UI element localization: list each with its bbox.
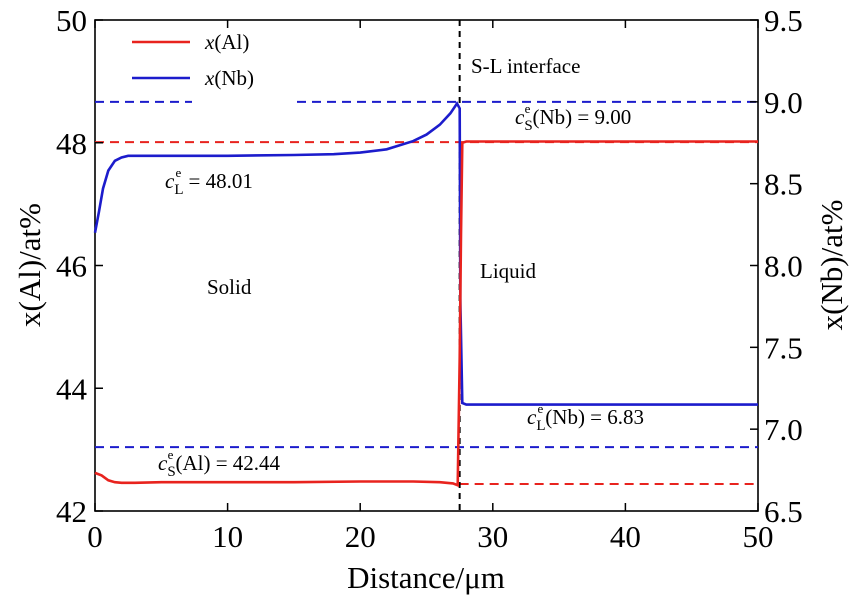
cs-nb-annotation: cSe(Nb) = 9.00 xyxy=(515,101,631,134)
x-axis-label: Distance/μm xyxy=(347,560,505,595)
x-tick-label: 40 xyxy=(610,519,641,554)
y-left-tick-label: 46 xyxy=(56,249,87,284)
series-al-line xyxy=(94,140,758,488)
interface-annotation: S-L interface xyxy=(471,54,580,78)
legend: x(Al) x(Nb) xyxy=(132,30,254,90)
y-right-tick-label: 6.5 xyxy=(764,494,803,529)
x-tick-label: 10 xyxy=(212,519,243,554)
y-right-tick-label: 9.5 xyxy=(764,3,803,38)
x-tick-label: 30 xyxy=(477,519,508,554)
y-right-tick-label: 9.0 xyxy=(764,85,803,120)
y-left-tick-label: 44 xyxy=(56,371,88,406)
y-left-tick-label: 42 xyxy=(56,494,87,529)
legend-al-label: x(Al) xyxy=(204,30,249,54)
y-right-tick-label: 7.5 xyxy=(764,330,803,365)
x-tick-label: 50 xyxy=(743,519,774,554)
cl-nb-annotation: cLe(Nb) = 6.83 xyxy=(527,401,644,434)
y-right-tick-label: 8.0 xyxy=(764,249,803,284)
y-right-tick-label: 8.5 xyxy=(764,167,803,202)
solid-region-label: Solid xyxy=(207,275,252,299)
liquid-region-label: Liquid xyxy=(480,259,536,283)
plot-frame xyxy=(94,19,759,512)
series-nb-line xyxy=(93,101,758,406)
y-axis-right-label: x(Nb)/at% xyxy=(814,200,849,331)
cl-al-annotation: cLe = 48.01 xyxy=(165,165,253,198)
reference-lines xyxy=(95,100,758,485)
y-axis-left-label: x(Al)/at% xyxy=(12,203,47,327)
y-right-tick-label: 7.0 xyxy=(764,412,803,447)
axis-ticks: 0 10 20 30 40 5042444648506.57.07.58.08.59.09… xyxy=(56,3,803,554)
y-left-tick-label: 50 xyxy=(56,3,87,38)
x-tick-label: 20 xyxy=(345,519,376,554)
y-left-tick-label: 48 xyxy=(56,126,87,161)
cs-al-annotation: cSe(Al) = 42.44 xyxy=(158,447,281,480)
x-tick-label: 0 xyxy=(87,519,103,554)
legend-nb-label: x(Nb) xyxy=(204,66,254,90)
